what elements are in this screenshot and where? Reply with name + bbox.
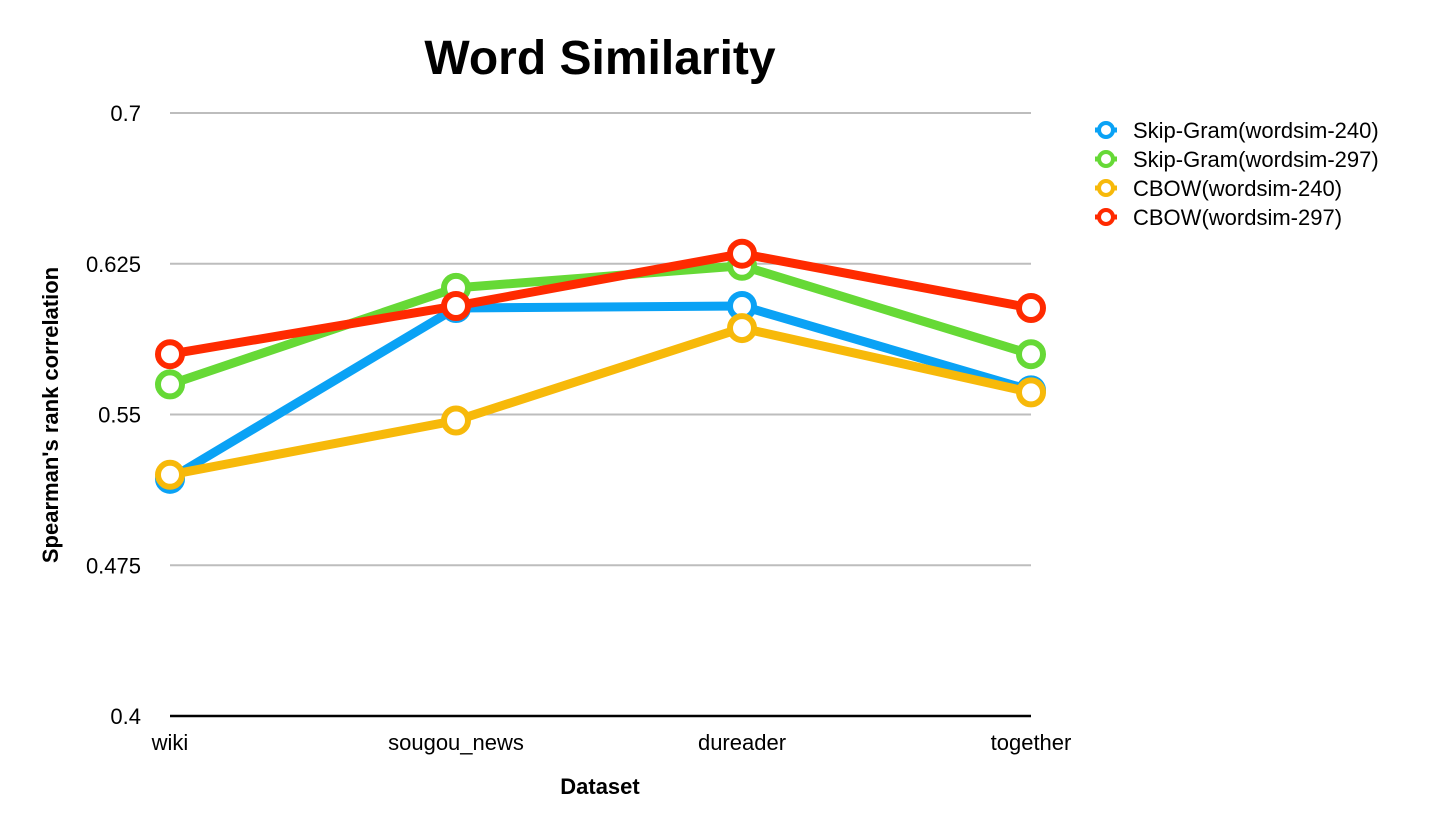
y-tick-label: 0.55 [98, 403, 141, 428]
data-point [727, 238, 757, 269]
data-point [1016, 339, 1046, 370]
series-2 [155, 313, 1046, 490]
legend-item: CBOW(wordsim-297) [1095, 205, 1342, 230]
legend-label: Skip-Gram(wordsim-297) [1133, 147, 1379, 172]
legend-swatch-marker [1097, 208, 1115, 226]
series-3 [155, 238, 1046, 370]
data-point [727, 313, 757, 344]
data-point [1016, 377, 1046, 408]
data-point [441, 290, 471, 321]
series-lines [155, 238, 1046, 494]
legend-item: Skip-Gram(wordsim-240) [1095, 118, 1379, 143]
y-tick-label: 0.7 [110, 101, 141, 126]
legend-swatch-marker [1097, 179, 1115, 197]
x-tick-label: dureader [698, 730, 786, 755]
x-tick-labels: wiki sougou_news dureader together [151, 730, 1072, 755]
data-point [155, 339, 185, 370]
data-point [441, 405, 471, 436]
legend-item: Skip-Gram(wordsim-297) [1095, 147, 1379, 172]
series-line [165, 323, 1036, 480]
legend-swatch-marker [1097, 150, 1115, 168]
y-tick-labels: 0.4 0.475 0.55 0.625 0.7 [86, 101, 141, 729]
legend-item: CBOW(wordsim-240) [1095, 176, 1342, 201]
legend-label: CBOW(wordsim-240) [1133, 176, 1342, 201]
legend: Skip-Gram(wordsim-240) Skip-Gram(wordsim-… [1095, 118, 1379, 230]
data-point [155, 459, 185, 490]
grid-lines [170, 112, 1031, 567]
y-tick-label: 0.4 [110, 704, 141, 729]
y-tick-label: 0.625 [86, 252, 141, 277]
x-tick-label: together [991, 730, 1072, 755]
y-axis-title: Spearman's rank correlation [38, 267, 63, 563]
x-tick-label: sougou_news [388, 730, 524, 755]
series-0 [155, 290, 1046, 494]
data-point [155, 369, 185, 400]
y-tick-label: 0.475 [86, 553, 141, 578]
series-line [165, 249, 1036, 359]
series-line [165, 301, 1036, 484]
series-1 [155, 250, 1046, 400]
data-point [1016, 292, 1046, 323]
x-axis-title: Dataset [560, 774, 640, 799]
legend-label: CBOW(wordsim-297) [1133, 205, 1342, 230]
x-tick-label: wiki [151, 730, 189, 755]
legend-swatch-marker [1097, 121, 1115, 139]
legend-label: Skip-Gram(wordsim-240) [1133, 118, 1379, 143]
chart-title: Word Similarity [424, 32, 775, 85]
